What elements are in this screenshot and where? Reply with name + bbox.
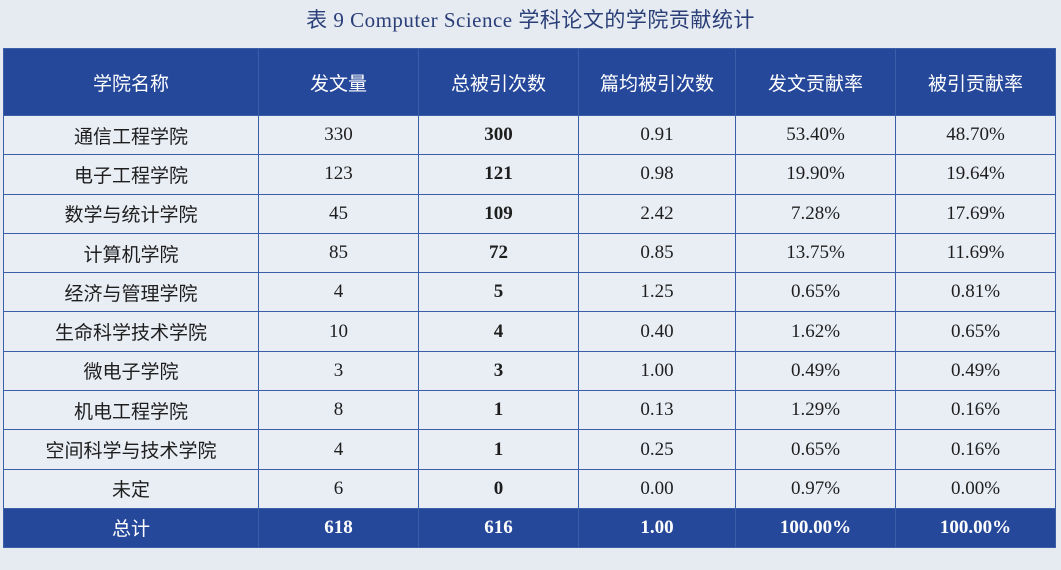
table-cell: 0.49% [735,350,896,392]
total-cell: 618 [258,507,419,548]
table-cell: 0.91 [578,114,736,156]
table-cell: 0.40 [578,311,736,352]
table-cell: 4 [258,272,419,313]
table-cell: 109 [418,193,579,234]
table-cell: 0.81% [895,272,1056,313]
table-row: 通信工程学院 330 300 0.91 53.40% 48.70% [3,114,1056,156]
table-cell: 0.65% [735,429,896,470]
table-footer: 总计 618 616 1.00 100.00% 100.00% [3,507,1056,548]
table-cell: 空间科学与技术学院 [3,429,259,470]
table-cell: 0 [418,468,579,509]
table-cell: 4 [258,429,419,470]
total-cell: 616 [418,507,579,548]
table-header: 学院名称 发文量 总被引次数 篇均被引次数 发文贡献率 被引贡献率 [3,48,1056,116]
table-cell: 0.00 [578,468,736,509]
table-cell: 0.16% [895,429,1056,470]
table-cell: 0.00% [895,468,1056,509]
table-cell: 0.85 [578,232,736,274]
table-cell: 123 [258,154,419,195]
table-cell: 11.69% [895,232,1056,274]
table-cell: 电子工程学院 [3,154,259,195]
column-header: 学院名称 [3,48,259,116]
table-body: 通信工程学院 330 300 0.91 53.40% 48.70% 电子工程学院 123 121… [3,114,1056,509]
table-cell: 121 [418,154,579,195]
table-cell: 4 [418,311,579,352]
table-cell: 计算机学院 [3,232,259,274]
table-cell: 生命科学技术学院 [3,311,259,352]
table-cell: 0.13 [578,390,736,431]
table-cell: 1.62% [735,311,896,352]
table-cell: 5 [418,272,579,313]
table-row: 空间科学与技术学院 4 1 0.25 0.65% 0.16% [3,429,1056,470]
table-cell: 3 [418,350,579,392]
table-cell: 53.40% [735,114,896,156]
column-header: 发文贡献率 [735,48,896,116]
table-cell: 0.97% [735,468,896,509]
table-cell: 数学与统计学院 [3,193,259,234]
table-cell: 0.16% [895,390,1056,431]
total-cell: 1.00 [578,507,736,548]
table-cell: 0.65% [735,272,896,313]
column-header: 篇均被引次数 [578,48,736,116]
total-row: 总计 618 616 1.00 100.00% 100.00% [3,507,1056,548]
header-row: 学院名称 发文量 总被引次数 篇均被引次数 发文贡献率 被引贡献率 [3,48,1056,116]
table-cell: 8 [258,390,419,431]
table-cell: 6 [258,468,419,509]
table-row: 数学与统计学院 45 109 2.42 7.28% 17.69% [3,193,1056,234]
column-header: 总被引次数 [418,48,579,116]
table-cell: 17.69% [895,193,1056,234]
table-cell: 19.90% [735,154,896,195]
table-cell: 1.00 [578,350,736,392]
table-row: 机电工程学院 8 1 0.13 1.29% 0.16% [3,390,1056,431]
table-cell: 0.49% [895,350,1056,392]
table-cell: 0.25 [578,429,736,470]
column-header: 被引贡献率 [895,48,1056,116]
table-cell: 10 [258,311,419,352]
table-row: 生命科学技术学院 10 4 0.40 1.62% 0.65% [3,311,1056,352]
table-cell: 330 [258,114,419,156]
table-row: 微电子学院 3 3 1.00 0.49% 0.49% [3,350,1056,392]
total-cell: 总计 [3,507,259,548]
table-row: 经济与管理学院 4 5 1.25 0.65% 0.81% [3,272,1056,313]
table-cell: 85 [258,232,419,274]
table-cell: 通信工程学院 [3,114,259,156]
table-cell: 19.64% [895,154,1056,195]
table-cell: 经济与管理学院 [3,272,259,313]
table-cell: 2.42 [578,193,736,234]
table-title: 表 9 Computer Science 学科论文的学院贡献统计 [306,8,755,32]
data-table: 学院名称 发文量 总被引次数 篇均被引次数 发文贡献率 被引贡献率 通信工程学院 330 30… [3,48,1056,548]
table-cell: 7.28% [735,193,896,234]
total-cell: 100.00% [895,507,1056,548]
table-row: 未定 6 0 0.00 0.97% 0.00% [3,468,1056,509]
table-cell: 0.98 [578,154,736,195]
table-cell: 1 [418,390,579,431]
table-cell: 72 [418,232,579,274]
table-cell: 1 [418,429,579,470]
table-cell: 微电子学院 [3,350,259,392]
table-cell: 未定 [3,468,259,509]
column-header: 发文量 [258,48,419,116]
total-cell: 100.00% [735,507,896,548]
table-cell: 300 [418,114,579,156]
table-row: 计算机学院 85 72 0.85 13.75% 11.69% [3,232,1056,274]
table-cell: 1.29% [735,390,896,431]
table-cell: 0.65% [895,311,1056,352]
table-cell: 3 [258,350,419,392]
table-cell: 13.75% [735,232,896,274]
table-cell: 45 [258,193,419,234]
table-cell: 48.70% [895,114,1056,156]
table-cell: 机电工程学院 [3,390,259,431]
table-row: 电子工程学院 123 121 0.98 19.90% 19.64% [3,154,1056,195]
table-cell: 1.25 [578,272,736,313]
